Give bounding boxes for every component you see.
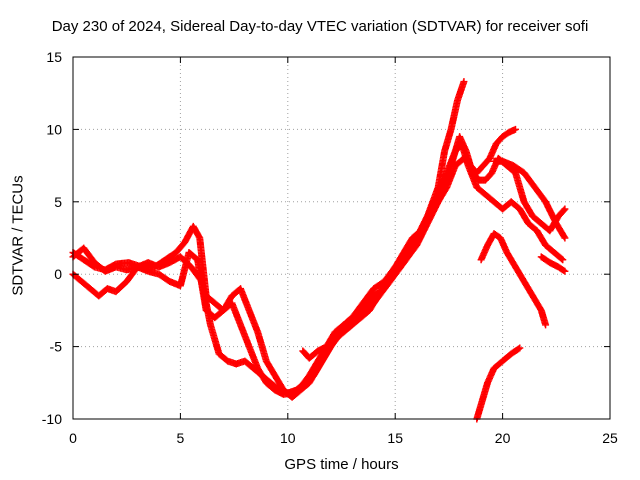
data-point — [516, 344, 524, 352]
y-tick-label: 0 — [54, 266, 62, 282]
plot-frame — [72, 56, 611, 420]
data-point — [561, 234, 569, 242]
y-tick-label: -10 — [42, 411, 62, 427]
y-tick-label: 15 — [46, 49, 62, 65]
data-point — [559, 256, 567, 264]
x-tick-label: 0 — [69, 430, 77, 446]
data-markers — [69, 78, 569, 423]
y-axis-label: SDTVAR / TECUs — [9, 175, 27, 296]
data-point — [511, 125, 519, 133]
x-tick-label: 10 — [280, 430, 296, 446]
data-point — [460, 78, 468, 86]
data-point — [561, 267, 569, 275]
chart-title: Day 230 of 2024, Sidereal Day-to-day VTE… — [51, 18, 589, 35]
x-tick-label: 5 — [177, 430, 185, 446]
x-tick-label: 25 — [602, 430, 618, 446]
y-tick-label: 5 — [54, 194, 62, 210]
y-tick-label: 10 — [46, 121, 62, 137]
data-point — [560, 266, 568, 274]
x-axis-label: GPS time / hours — [284, 456, 399, 473]
x-tick-label: 20 — [495, 430, 511, 446]
x-tick-label: 15 — [387, 430, 403, 446]
data-point — [515, 345, 523, 353]
data-point — [560, 206, 568, 214]
data-point — [542, 321, 550, 329]
grid — [73, 57, 610, 419]
data-point — [558, 255, 566, 263]
data-point — [561, 205, 569, 213]
data-point — [560, 233, 568, 241]
y-tick-label: -5 — [50, 339, 63, 355]
axis-ticks: 0 5 10 15 20 25 -10 -5 0 5 10 15 — [42, 49, 618, 446]
